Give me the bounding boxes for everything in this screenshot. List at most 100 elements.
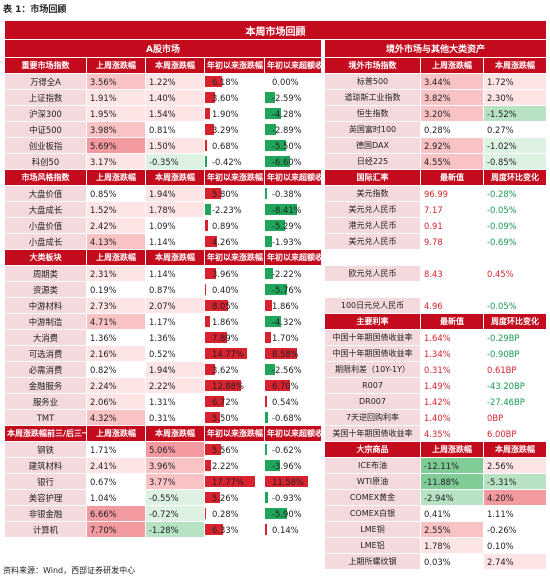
ytd-excess: 0.00% bbox=[264, 73, 322, 90]
this-week-change: 1.14% bbox=[145, 265, 205, 282]
excess-value: -5.76% bbox=[272, 284, 302, 295]
ytd-bar bbox=[205, 412, 221, 423]
row-label: 万得全A bbox=[4, 73, 87, 90]
value-b: 4.20% bbox=[482, 489, 548, 506]
ytd-value: 3.96% bbox=[212, 268, 239, 279]
excess-bar bbox=[265, 188, 267, 199]
value-a bbox=[420, 249, 484, 266]
ytd-change: 0.40% bbox=[204, 281, 265, 298]
right-section-header: 境外市场指数 bbox=[324, 57, 421, 74]
row-label: R007 bbox=[324, 377, 421, 394]
last-week-change: 4.32% bbox=[86, 409, 146, 426]
ytd-change: 6.72% bbox=[204, 393, 265, 410]
ytd-value: 2.22% bbox=[212, 460, 239, 471]
last-week-change: 1.95% bbox=[86, 105, 146, 122]
ytd-bar bbox=[205, 524, 223, 535]
row-label: WTI原油 bbox=[324, 473, 421, 490]
row-label: LME铜 bbox=[324, 521, 421, 538]
ytd-change: 8.05% bbox=[204, 297, 265, 314]
ytd-value: 0.68% bbox=[212, 140, 239, 151]
ytd-change: 5.26% bbox=[204, 489, 265, 506]
right-section-header: 国际汇率 bbox=[324, 169, 421, 186]
value-b: -0.29BP bbox=[482, 329, 548, 346]
empty-cell bbox=[4, 553, 87, 570]
row-label: 周期类 bbox=[4, 265, 87, 282]
excess-bar bbox=[265, 332, 272, 343]
value-b: -27.46BP bbox=[482, 393, 548, 410]
row-label: 非银金融 bbox=[4, 505, 87, 522]
last-week-change: 0.85% bbox=[86, 185, 146, 202]
excess-bar bbox=[265, 140, 286, 151]
this-week-change: 0.87% bbox=[145, 281, 205, 298]
ytd-excess: -5.29% bbox=[264, 217, 322, 234]
row-label: 恒生指数 bbox=[324, 105, 421, 122]
excess-value: 0.00% bbox=[272, 76, 299, 87]
ytd-value: 3.62% bbox=[212, 364, 239, 375]
ytd-change: 6.33% bbox=[204, 521, 265, 538]
last-week-change: 0.19% bbox=[86, 281, 146, 298]
ytd-change: 14.77% bbox=[204, 345, 265, 362]
ytd-value: 5.50% bbox=[212, 412, 239, 423]
right-section-header: 最新值 bbox=[420, 169, 484, 186]
excess-value: -0.38% bbox=[272, 188, 302, 199]
right-section-header: 周度环比变化 bbox=[482, 169, 548, 186]
excess-value: -6.60% bbox=[272, 156, 302, 167]
last-week-change: 5.69% bbox=[86, 137, 146, 154]
value-a: 9.78 bbox=[420, 233, 484, 250]
excess-bar bbox=[265, 284, 287, 295]
row-label: DR007 bbox=[324, 393, 421, 410]
this-week-change: -1.28% bbox=[145, 521, 205, 538]
row-label: 钢铁 bbox=[4, 441, 87, 458]
ytd-excess: 8.58% bbox=[264, 345, 322, 362]
excess-value: 8.58% bbox=[272, 348, 299, 359]
ytd-excess: 0.14% bbox=[264, 521, 322, 538]
ytd-value: 3.29% bbox=[212, 124, 239, 135]
ytd-excess: 6.70% bbox=[264, 377, 322, 394]
last-week-change: 4.71% bbox=[86, 313, 146, 330]
excess-value: -2.59% bbox=[272, 92, 302, 103]
left-section-header: 年初以来超额收益 bbox=[264, 57, 322, 74]
excess-bar bbox=[265, 300, 272, 311]
ytd-excess: -1.93% bbox=[264, 233, 322, 250]
ytd-value: 5.26% bbox=[212, 492, 239, 503]
excess-bar bbox=[265, 268, 274, 279]
left-section-header: 本周涨跌幅 bbox=[145, 57, 205, 74]
ytd-bar bbox=[205, 268, 217, 279]
value-a: 2.55% bbox=[420, 521, 484, 538]
this-week-change: 0.52% bbox=[145, 345, 205, 362]
left-section-header: 上周涨跌幅 bbox=[86, 425, 146, 442]
excess-bar bbox=[265, 316, 282, 327]
right-section-header: 主要利率 bbox=[324, 313, 421, 330]
ytd-value: 0.28% bbox=[212, 508, 239, 519]
excess-bar bbox=[265, 204, 297, 215]
ytd-change: 7.89% bbox=[204, 329, 265, 346]
left-section-header: 本周涨跌幅前三/后三一级行业 bbox=[4, 425, 87, 442]
row-label: 大盘价值 bbox=[4, 185, 87, 202]
row-label: 服务业 bbox=[4, 393, 87, 410]
ytd-change: 1.90% bbox=[204, 105, 265, 122]
overseas-header: 境外市场与其他大类资产 bbox=[323, 39, 548, 58]
this-week-change: 0.31% bbox=[145, 409, 205, 426]
value-b: 0.45% bbox=[482, 265, 548, 282]
this-week-change: 1.36% bbox=[145, 329, 205, 346]
row-label: 建筑材料 bbox=[4, 457, 87, 474]
ytd-bar bbox=[205, 460, 212, 471]
value-a: 0.31% bbox=[420, 361, 484, 378]
ytd-change: 6.18% bbox=[204, 73, 265, 90]
excess-value: -2.56% bbox=[272, 364, 302, 375]
value-a bbox=[420, 281, 484, 298]
left-section-header: 年初以来超额收益 bbox=[264, 249, 322, 266]
last-week-change: 7.70% bbox=[86, 521, 146, 538]
ytd-excess: 1.70% bbox=[264, 329, 322, 346]
value-b: -0.69% bbox=[482, 233, 548, 250]
value-b: -0.28% bbox=[482, 185, 548, 202]
row-label: 计算机 bbox=[4, 521, 87, 538]
excess-value: -2.22% bbox=[272, 268, 302, 279]
excess-bar bbox=[265, 108, 282, 119]
left-section-header: 年初以来涨跌幅 bbox=[204, 425, 265, 442]
excess-value: -4.32% bbox=[272, 316, 302, 327]
excess-bar bbox=[265, 156, 290, 167]
this-week-change: 3.96% bbox=[145, 457, 205, 474]
left-section-header: 重要市场指数 bbox=[4, 57, 87, 74]
left-section-header: 上周涨跌幅 bbox=[86, 57, 146, 74]
